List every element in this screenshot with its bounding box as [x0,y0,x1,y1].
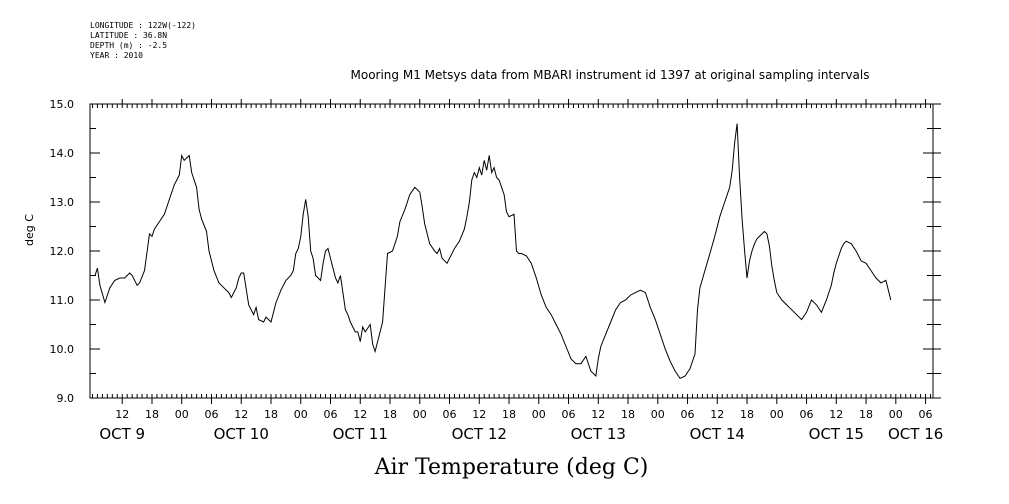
plot-frame [89,103,934,399]
x-tick-label: 12 [353,408,367,421]
x-tick-label: 12 [710,408,724,421]
latitude-text: LATITUDE : 36.8N [90,31,168,40]
x-tick-label: 18 [859,408,873,421]
x-tick-label: 12 [591,408,605,421]
x-tick-label: 06 [443,408,457,421]
x-day-label: OCT 14 [690,425,745,443]
x-tick-label: 06 [800,408,814,421]
x-tick-label: 06 [324,408,338,421]
x-day-label: OCT 9 [99,425,145,443]
chart-title: Mooring M1 Metsys data from MBARI instru… [350,68,870,82]
x-tick-label: 00 [770,408,784,421]
year-text: YEAR : 2010 [90,51,143,60]
x-tick-label: 06 [681,408,695,421]
x-tick-label: 18 [502,408,516,421]
x-day-label: OCT 11 [333,425,388,443]
y-tick-label: 11.0 [50,294,75,307]
x-tick-label: 00 [651,408,665,421]
x-tick-label: 18 [145,408,159,421]
longitude-text: LONGITUDE : 122W(-122) [90,21,196,30]
y-tick-label: 9.0 [57,392,75,405]
x-tick-label: 12 [234,408,248,421]
x-tick-label: 18 [740,408,754,421]
x-tick-label: 00 [413,408,427,421]
y-tick-label: 12.0 [50,245,75,258]
x-tick-label: 18 [264,408,278,421]
y-tick-label: 10.0 [50,343,75,356]
x-day-label: OCT 15 [809,425,864,443]
x-tick-label: 12 [829,408,843,421]
x-day-label: OCT 16 [888,425,943,443]
x-tick-label: 00 [889,408,903,421]
x-tick-label: 06 [919,408,933,421]
x-tick-label: 00 [175,408,189,421]
x-tick-label: 18 [621,408,635,421]
x-tick-label: 00 [294,408,308,421]
x-tick-label: 18 [383,408,397,421]
x-day-label: OCT 10 [214,425,269,443]
metadata-block: LONGITUDE : 122W(-122) LATITUDE : 36.8N … [90,21,196,61]
x-day-label: OCT 12 [452,425,507,443]
x-tick-label: 12 [115,408,129,421]
x-tick-label: 12 [472,408,486,421]
x-axis-label: Air Temperature (deg C) [374,455,649,480]
x-tick-label: 00 [532,408,546,421]
air-temperature-line [94,123,892,380]
depth-text: DEPTH (m) : -2.5 [90,41,168,50]
x-day-label: OCT 13 [571,425,626,443]
y-tick-label: 13.0 [50,196,75,209]
y-tick-label: 15.0 [50,98,75,111]
y-tick-label: 14.0 [50,147,75,160]
x-tick-label: 06 [562,408,576,421]
x-tick-label: 06 [204,408,218,421]
